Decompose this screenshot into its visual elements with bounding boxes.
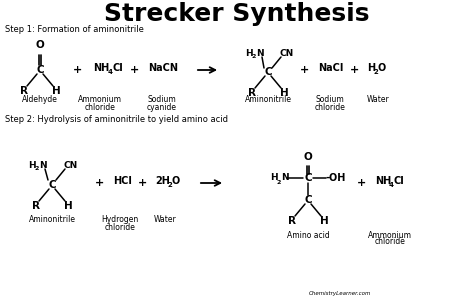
- Text: Cl: Cl: [113, 63, 124, 73]
- Text: N: N: [256, 49, 264, 57]
- Text: NH: NH: [375, 176, 391, 186]
- Text: +: +: [357, 178, 366, 188]
- Text: 4: 4: [108, 69, 113, 75]
- Text: Step 1: Formation of aminonitrile: Step 1: Formation of aminonitrile: [5, 25, 144, 34]
- Text: R: R: [288, 216, 296, 226]
- Text: O: O: [172, 176, 180, 186]
- Text: +: +: [138, 178, 147, 188]
- Text: Water: Water: [366, 95, 389, 104]
- Text: O: O: [36, 40, 45, 50]
- Text: O: O: [378, 63, 386, 73]
- Text: H: H: [280, 88, 288, 98]
- Text: Ammonium: Ammonium: [368, 230, 412, 239]
- Text: 2: 2: [35, 166, 39, 172]
- Text: H: H: [28, 160, 36, 169]
- Text: 2: 2: [374, 69, 379, 75]
- Text: R: R: [20, 86, 28, 96]
- Text: CN: CN: [280, 49, 294, 57]
- Text: +: +: [350, 65, 360, 75]
- Text: Ammonium: Ammonium: [78, 95, 122, 104]
- Text: N: N: [39, 160, 46, 169]
- Text: Step 2: Hydrolysis of aminonitrile to yield amino acid: Step 2: Hydrolysis of aminonitrile to yi…: [5, 115, 228, 124]
- Text: chloride: chloride: [105, 223, 136, 232]
- Text: Aminonitrile: Aminonitrile: [28, 216, 75, 224]
- Text: Aminonitrile: Aminonitrile: [245, 95, 292, 104]
- Text: R: R: [248, 88, 256, 98]
- Text: 2: 2: [277, 179, 282, 185]
- Text: chloride: chloride: [374, 237, 405, 246]
- Text: N: N: [281, 174, 289, 182]
- Text: Sodium: Sodium: [147, 95, 176, 104]
- Text: C: C: [264, 67, 272, 77]
- Text: NH: NH: [93, 63, 109, 73]
- Text: 2H: 2H: [155, 176, 170, 186]
- Text: 2: 2: [252, 54, 256, 59]
- Text: Amino acid: Amino acid: [287, 230, 329, 239]
- Text: +: +: [130, 65, 140, 75]
- Text: H: H: [367, 63, 375, 73]
- Text: ChemistryLearner.com: ChemistryLearner.com: [309, 291, 371, 297]
- Text: C: C: [36, 65, 44, 75]
- Text: HCl: HCl: [113, 176, 132, 186]
- Text: Strecker Synthesis: Strecker Synthesis: [104, 2, 370, 26]
- Text: +: +: [95, 178, 105, 188]
- Text: 4: 4: [389, 182, 394, 188]
- Text: H: H: [270, 174, 278, 182]
- Text: Sodium: Sodium: [316, 95, 345, 104]
- Text: H: H: [319, 216, 328, 226]
- Text: cyanide: cyanide: [147, 102, 177, 111]
- Text: NaCN: NaCN: [148, 63, 178, 73]
- Text: CN: CN: [64, 160, 78, 169]
- Text: 2: 2: [168, 182, 173, 188]
- Text: C: C: [48, 180, 56, 190]
- Text: Aldehyde: Aldehyde: [22, 95, 58, 104]
- Text: Cl: Cl: [394, 176, 405, 186]
- Text: H: H: [245, 49, 253, 57]
- Text: R: R: [32, 201, 40, 211]
- Text: H: H: [64, 201, 73, 211]
- Text: +: +: [73, 65, 82, 75]
- Text: -OH: -OH: [326, 173, 346, 183]
- Text: O: O: [304, 152, 312, 162]
- Text: Water: Water: [154, 216, 176, 224]
- Text: NaCl: NaCl: [318, 63, 343, 73]
- Text: C: C: [304, 195, 312, 205]
- Text: C: C: [304, 173, 312, 183]
- Text: H: H: [52, 86, 60, 96]
- Text: +: +: [301, 65, 310, 75]
- Text: chloride: chloride: [84, 102, 116, 111]
- Text: Hydrogen: Hydrogen: [101, 216, 138, 224]
- Text: chloride: chloride: [315, 102, 346, 111]
